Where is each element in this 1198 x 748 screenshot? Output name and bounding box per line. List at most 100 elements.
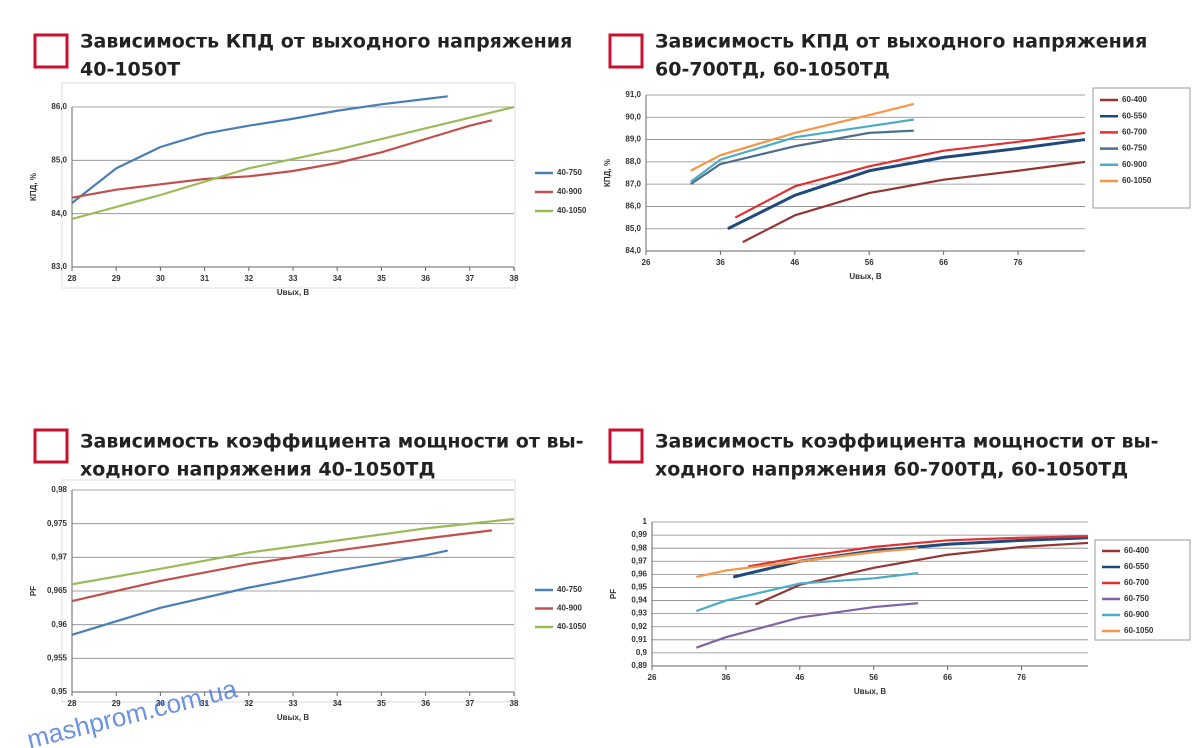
series-line	[696, 547, 919, 579]
y-tick-label: 0,96	[51, 620, 67, 629]
x-tick-label: 35	[377, 699, 386, 708]
series-line	[747, 535, 1089, 568]
legend-label: 60-400	[1124, 546, 1149, 555]
legend-label: 60-550	[1124, 562, 1149, 571]
y-tick-label: 0,98	[631, 543, 647, 552]
x-tick-label: 38	[510, 274, 519, 283]
x-tick-label: 46	[790, 258, 799, 267]
y-tick-label: 86,0	[51, 102, 67, 111]
chart-frame	[61, 479, 516, 703]
x-tick-label: 31	[200, 274, 209, 283]
series-line	[690, 129, 914, 186]
chart-title: ходного напряжения 60-700ТД, 60-1050ТД	[655, 459, 1128, 481]
y-tick-label: 0,97	[631, 556, 647, 565]
y-tick-label: 0,93	[631, 609, 647, 618]
watermark: mashprom.com.ua	[24, 673, 241, 748]
x-axis-label: Uвых, В	[849, 272, 881, 281]
legend-label: 60-900	[1122, 160, 1147, 169]
x-tick-label: 31	[200, 699, 209, 708]
x-tick-label: 30	[156, 274, 165, 283]
x-tick-label: 35	[377, 274, 386, 283]
chart-title: 40-1050Т	[80, 59, 180, 81]
series-line	[689, 118, 915, 183]
legend-label: 40-750	[557, 168, 582, 177]
y-axis-label: КПД, %	[603, 159, 612, 187]
series-line	[755, 541, 1089, 606]
x-tick-label: 33	[289, 274, 298, 283]
x-tick-label: 36	[421, 699, 430, 708]
y-tick-label: 85,0	[625, 224, 641, 233]
legend-label: 40-900	[557, 604, 582, 613]
y-tick-label: 0,975	[47, 519, 68, 528]
y-tick-label: 0,955	[47, 653, 68, 662]
title-marker	[608, 33, 644, 69]
y-tick-label: 91,0	[625, 90, 641, 99]
y-tick-label: 86,0	[625, 202, 641, 211]
legend-label: 60-1050	[1122, 176, 1152, 185]
x-tick-label: 37	[465, 699, 474, 708]
x-tick-label: 34	[333, 274, 342, 283]
x-tick-label: 29	[112, 274, 121, 283]
y-tick-label: 89,0	[625, 135, 641, 144]
legend-label: 60-1050	[1124, 626, 1154, 635]
title-marker	[33, 33, 69, 69]
y-axis-label: КПД, %	[29, 173, 38, 201]
series-line	[727, 138, 1086, 231]
x-tick-label: 56	[865, 258, 874, 267]
series-line	[695, 571, 919, 613]
x-tick-label: 29	[112, 699, 121, 708]
title-marker	[608, 428, 644, 464]
y-tick-label: 84,0	[625, 246, 641, 255]
y-tick-label: 83,0	[51, 262, 67, 271]
legend-label: 60-750	[1122, 144, 1147, 153]
y-tick-label: 1	[643, 517, 648, 526]
legend-label: 40-1050	[557, 206, 587, 215]
y-tick-label: 0,94	[631, 596, 647, 605]
x-tick-label: 46	[795, 673, 804, 682]
x-tick-label: 56	[869, 673, 878, 682]
x-tick-label: 36	[721, 673, 730, 682]
chart-title: 60-700ТД, 60-1050ТД	[655, 59, 890, 81]
chart-title: Зависимость коэффициента мощности от вы-	[655, 431, 1159, 453]
legend-label: 60-900	[1124, 610, 1149, 619]
series-line	[71, 95, 448, 204]
chart-title: Зависимость коэффициента мощности от вы-	[80, 431, 584, 453]
legend-label: 60-750	[1124, 594, 1149, 603]
x-tick-label: 66	[939, 258, 948, 267]
y-tick-label: 88,0	[625, 157, 641, 166]
y-tick-label: 0,965	[47, 586, 68, 595]
y-tick-label: 0,97	[51, 552, 67, 561]
series-line	[742, 160, 1086, 244]
y-tick-label: 84,0	[51, 209, 67, 218]
x-tick-label: 76	[1017, 673, 1026, 682]
x-tick-label: 36	[421, 274, 430, 283]
y-tick-label: 0,91	[631, 635, 647, 644]
y-tick-label: 0,98	[51, 485, 67, 494]
title-marker	[33, 428, 69, 464]
x-axis-label: Uвых, В	[277, 288, 309, 297]
legend-label: 60-700	[1122, 128, 1147, 137]
legend-label: 60-700	[1124, 578, 1149, 587]
x-tick-label: 32	[244, 274, 253, 283]
y-tick-label: 0,9	[636, 648, 648, 657]
legend-label: 40-900	[557, 187, 582, 196]
y-tick-label: 0,95	[51, 687, 67, 696]
series-line	[71, 529, 493, 603]
y-tick-label: 0,92	[631, 622, 647, 631]
x-tick-label: 33	[289, 699, 298, 708]
series-line	[71, 119, 493, 199]
y-axis-label: PF	[609, 589, 618, 599]
y-axis-label: PF	[29, 586, 38, 596]
chart-frame	[61, 82, 516, 289]
series-line	[71, 517, 515, 586]
y-tick-label: 0,89	[631, 661, 647, 670]
legend-label: 60-550	[1122, 111, 1147, 120]
x-tick-label: 38	[510, 699, 519, 708]
x-axis-label: Uвых, В	[854, 687, 886, 696]
x-tick-label: 30	[156, 699, 165, 708]
series-line	[690, 102, 915, 172]
x-tick-label: 66	[943, 673, 952, 682]
series-line	[71, 549, 448, 636]
x-tick-label: 76	[1014, 258, 1023, 267]
